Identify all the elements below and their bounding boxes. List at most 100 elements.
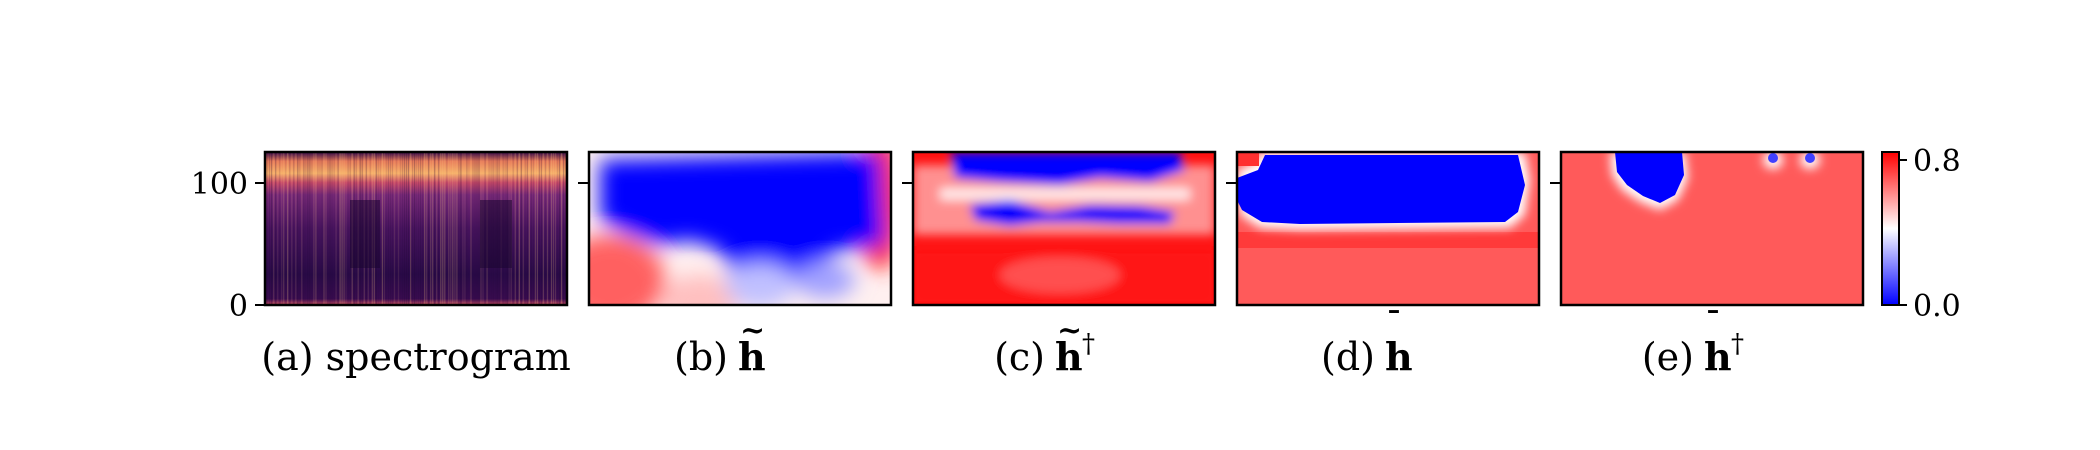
spectrogram-stripe — [385, 152, 387, 305]
y-axis: 100 0 — [191, 167, 265, 324]
spectrogram-stripe — [317, 152, 319, 305]
spectrogram-stripe — [281, 152, 283, 305]
spectrogram-stripe — [420, 152, 422, 305]
spectrogram-stripe — [460, 152, 462, 305]
spectrogram-stripe — [393, 152, 396, 305]
panel-b-lightblue-2 — [795, 262, 855, 298]
spectrogram-stripe — [528, 152, 530, 305]
spectrogram-background — [265, 152, 567, 305]
colorbar-label-top: 0.8 — [1913, 144, 1961, 179]
spectrogram-stripe — [458, 152, 460, 305]
spectrogram-stripe — [548, 152, 551, 305]
spectrogram-stripe — [474, 152, 476, 305]
spectrogram-stripe — [327, 152, 329, 305]
spectrogram-stripe — [422, 152, 424, 305]
spectrogram-stripe — [544, 152, 547, 305]
caption-e: (e) h ¯ † — [1642, 304, 1744, 379]
spectrogram-stripe — [315, 152, 317, 305]
spectrogram-stripe — [301, 152, 303, 305]
spectrogram-stripe — [399, 152, 402, 305]
spectrogram-stripe — [273, 152, 275, 305]
spectrogram-stripe — [565, 152, 567, 305]
panel-e-base — [1561, 152, 1863, 305]
caption-d-prefix: (d) — [1321, 335, 1375, 379]
spectrogram-stripe — [403, 152, 406, 305]
spectrogram-stripe — [339, 152, 341, 305]
spectrogram-stripe — [283, 152, 285, 305]
panel-c-blue-top — [950, 152, 1185, 185]
panel-b-frame — [587, 150, 893, 307]
spectrogram-stripe — [410, 152, 412, 305]
spectrogram-stripe — [430, 152, 432, 305]
spectrogram-stripe — [434, 152, 436, 305]
spectrogram-stripe — [397, 152, 400, 305]
panel-b-red-bottom — [660, 275, 740, 305]
y-tick-label-100: 100 — [191, 167, 248, 202]
spectrogram-stripe — [412, 152, 414, 305]
spectrogram-stripe — [303, 152, 305, 305]
spectrogram-stripe — [426, 152, 428, 305]
spectrogram-stripe — [436, 152, 438, 305]
spectrogram-dark-region-2 — [480, 200, 512, 268]
spectrogram-stripe — [297, 152, 299, 305]
caption-e-prefix: (e) — [1642, 335, 1694, 379]
spectrogram-stripe — [405, 152, 408, 305]
caption-d-symbol: h — [1385, 334, 1413, 379]
spectrogram-stripe — [285, 152, 287, 305]
spectrogram-stripe — [347, 152, 349, 305]
spectrogram-stripe — [267, 152, 269, 305]
spectrogram-stripe — [530, 152, 532, 305]
spectrogram-stripe — [561, 152, 563, 305]
panel-d-frame — [1235, 150, 1541, 307]
spectrogram-stripe — [337, 152, 339, 305]
spectrogram-stripe — [512, 152, 514, 305]
caption-d-accent: ¯ — [1386, 304, 1402, 342]
spectrogram-stripe — [538, 152, 540, 305]
spectrogram-stripe — [325, 152, 327, 305]
panel-b-blue-main — [600, 152, 885, 300]
spectrogram-stripe — [293, 152, 295, 305]
spectrogram-stripe — [331, 152, 333, 305]
spectrogram-stripe — [307, 152, 309, 305]
spectrogram-stripe — [333, 152, 335, 305]
panel-a-spectrogram — [263, 150, 569, 307]
panel-c-frame — [911, 150, 1217, 307]
spectrogram-dark-region-1 — [350, 200, 380, 268]
panel-c-heatmap — [911, 150, 1217, 307]
spectrogram-stripe — [558, 152, 561, 305]
spectrogram-stripe — [341, 152, 343, 305]
spectrogram-stripe — [383, 152, 385, 305]
spectrogram-stripe — [311, 152, 313, 305]
spectrogram-stripe — [550, 152, 553, 305]
panel-c-white-band — [940, 188, 1190, 200]
panel-b-lightblue-1 — [725, 263, 795, 305]
spectrogram-stripe — [454, 152, 456, 305]
spectrogram-stripe — [462, 152, 464, 305]
colorbar-gradient — [1881, 151, 1900, 306]
spectrogram-stripe — [379, 152, 381, 305]
spectrogram-stripe — [345, 152, 347, 305]
panel-e-frame — [1559, 150, 1865, 307]
spectrogram-stripe — [287, 152, 289, 305]
panel-a-frame — [263, 150, 569, 307]
panel-b-red-left — [589, 235, 665, 305]
spectrogram-stripe — [470, 152, 472, 305]
spectrogram-stripe — [468, 152, 470, 305]
spectrogram-stripe — [524, 152, 526, 305]
spectrogram-stripe — [540, 152, 542, 305]
caption-e-symbol: h — [1704, 334, 1732, 379]
spectrogram-stripe — [275, 152, 277, 305]
spectrogram-stripe — [518, 152, 520, 305]
spectrogram-stripe — [424, 152, 426, 305]
spectrogram-stripe — [446, 152, 448, 305]
spectrogram-stripe — [516, 152, 518, 305]
spectrogram-stripe — [269, 152, 271, 305]
spectrogram-stripe — [277, 152, 279, 305]
panel-d-red-strip — [1237, 232, 1539, 248]
spectrogram-stripe — [532, 152, 534, 305]
spectrogram-stripe — [478, 152, 480, 305]
spectrogram-stripe — [416, 152, 418, 305]
spectrogram-stripe — [476, 152, 478, 305]
panel-b-heatmap — [587, 150, 893, 307]
